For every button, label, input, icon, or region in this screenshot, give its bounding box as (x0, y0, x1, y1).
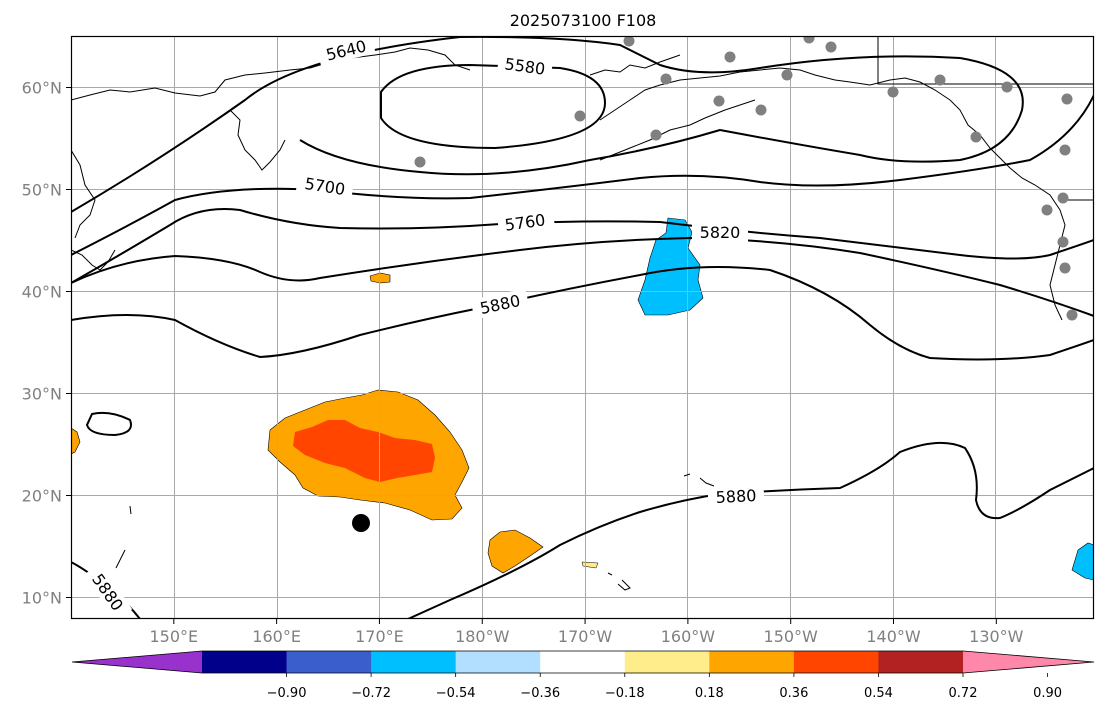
map-frame (70, 35, 1095, 620)
colorbar-tick-label: −0.36 (520, 686, 560, 701)
colorbar-segment (878, 651, 964, 673)
colorbar-segment (624, 651, 710, 673)
colorbar-tick-label: 0.54 (864, 686, 893, 701)
colorbar-tick-label: −0.90 (267, 686, 307, 701)
lon-tick-label: 160°W (661, 627, 716, 646)
lat-tick-label: 10°N (22, 589, 62, 608)
coastlines (71, 36, 1094, 591)
orange-anomaly-hawaii (487, 529, 544, 574)
gridlines (71, 36, 1094, 619)
contour-label-5760: 5760 (504, 210, 547, 234)
latitude-axis: 60°N 50°N 40°N 30°N 20°N 10°N (22, 79, 71, 608)
colorbar-tick-label: 0.18 (695, 686, 724, 701)
blue-anomaly-southeast (1071, 542, 1094, 581)
colorbar-tick-label: −0.54 (436, 686, 476, 701)
colorbar-segment (371, 651, 457, 673)
lon-tick-label: 150°W (764, 627, 819, 646)
lon-tick-label: 170°E (355, 627, 404, 646)
orange-anomaly-west-edge (71, 427, 81, 455)
colorbar-tick-label: −0.18 (605, 686, 645, 701)
colorbar: −0.90 −0.72 −0.54 −0.36 −0.18 0.18 0.36 0.54 0.7… (71, 650, 1095, 701)
lon-tick-label: 130°W (969, 627, 1024, 646)
contour-label-5580: 5580 (503, 54, 546, 78)
colorbar-tick-label: −0.72 (351, 686, 391, 701)
typhoon-marker (352, 514, 370, 532)
yellow-anomaly-small (581, 561, 599, 569)
contour-labels: 5640 5580 5700 5760 5820 5880 5880 5880 (83, 33, 765, 621)
blue-anomaly-east-pacific (637, 217, 704, 316)
lon-tick-label: 140°W (866, 627, 921, 646)
colorbar-segment (793, 651, 879, 673)
colorbar-tick-label: 0.90 (1033, 686, 1062, 701)
map-title: 2025073100 F108 (510, 11, 657, 30)
contour-label-5880-south: 5880 (715, 486, 757, 507)
lon-tick-label: 180°W (455, 627, 510, 646)
lon-tick-label: 170°W (558, 627, 613, 646)
lat-tick-label: 60°N (22, 79, 62, 98)
lon-tick-label: 160°E (252, 627, 301, 646)
lat-tick-label: 30°N (22, 385, 62, 404)
contour-label-5880-mid: 5880 (478, 291, 522, 318)
colorbar-segment (709, 651, 795, 673)
station-markers (414, 36, 1078, 321)
colorbar-outline (71, 650, 1095, 674)
red-orange-anomaly-core (293, 420, 435, 482)
colorbar-segment (455, 651, 541, 673)
colorbar-extend-high (963, 651, 1094, 673)
lat-tick-label: 20°N (22, 487, 62, 506)
colorbar-extend-low (72, 651, 202, 673)
colorbar-segment (286, 651, 372, 673)
contour-label-5700: 5700 (303, 174, 346, 199)
colorbar-segment (540, 651, 626, 673)
height-contours (71, 36, 1094, 619)
colorbar-tick-label: 0.72 (949, 686, 978, 701)
contour-label-5820: 5820 (700, 223, 741, 242)
lat-tick-label: 40°N (22, 283, 62, 302)
colorbar-tick-label: 0.36 (779, 686, 808, 701)
colorbar-segment (202, 651, 288, 673)
lat-tick-label: 50°N (22, 181, 62, 200)
contour-label-5640: 5640 (324, 36, 368, 64)
longitude-axis: 150°E 160°E 170°E 180°W 170°W 160°W 150°W 140°W… (149, 619, 1024, 646)
lon-tick-label: 150°E (149, 627, 198, 646)
